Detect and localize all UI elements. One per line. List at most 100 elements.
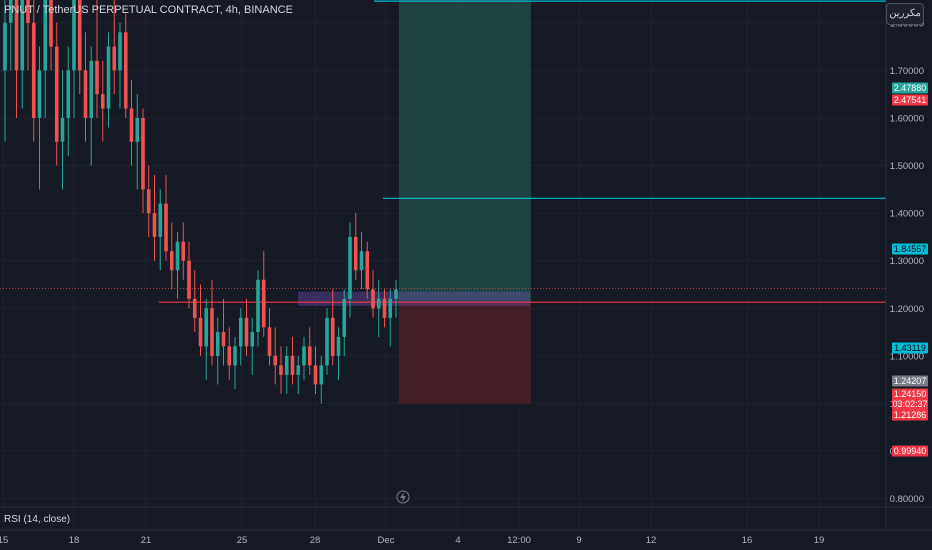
candle-body [302,346,306,366]
candle-body [152,213,157,237]
candle-body [261,279,266,328]
x-tick-label: 16 [742,535,753,546]
y-tick-label: 1.10000 [890,351,924,362]
candle-body [72,0,76,71]
candle-body [210,308,214,356]
candle-body [382,298,387,318]
price-label-bg [892,375,928,387]
price-label: 1.21286 [894,410,927,420]
candle-body [26,0,30,23]
candle-body [313,365,318,385]
y-tick-label: 1.40000 [890,209,924,220]
candle-body [238,317,243,347]
y-tick-label: 1.70000 [890,66,924,77]
indicator-label[interactable]: RSI (14, close) [4,514,71,525]
candle-body [175,241,180,271]
candle-body [365,251,370,290]
candle-body [129,108,134,142]
candle-body [244,317,249,347]
price-label-bg [892,388,928,400]
candle-body [31,22,36,118]
candle-body [273,355,278,366]
price-label: 1.43119 [894,343,926,353]
x-tick-label: Dec [378,535,395,546]
x-tick-label: 28 [310,535,321,546]
x-tick-label: 25 [237,535,248,546]
x-tick-label: 9 [576,535,581,546]
candle-body [336,336,341,356]
x-tick-label: 4 [455,535,460,546]
price-label-bg [892,398,928,410]
candle-body [267,327,272,356]
candle-body [37,70,42,118]
x-tick-label: 12 [646,535,657,546]
candle-body [60,117,65,142]
candle-body [158,203,163,237]
y-tick-label: 1.60000 [890,113,924,124]
x-tick-label: 19 [814,535,825,546]
candle-body [359,251,364,271]
loss-zone [399,302,531,404]
price-label: 2.47541 [894,95,927,105]
candle-body [371,289,375,309]
lightning-icon [396,490,410,504]
candle-body [250,332,255,347]
candle-body [118,32,122,71]
candle-body [204,308,209,347]
candle-body [20,0,25,71]
candle-body [348,236,352,299]
y-tick-label: 1.20000 [890,304,924,315]
candle-body [342,298,347,337]
candle-body [181,241,186,261]
x-tick-label: 18 [69,535,80,546]
price-label-bg [892,94,928,106]
candle-body [307,346,312,366]
candle-body [353,236,358,271]
candle-body [394,289,398,299]
candle-body [221,332,226,347]
candle-body [256,279,260,333]
candle-body [100,94,105,109]
price-label: 1.24150 [894,389,927,399]
candle-body [135,117,140,142]
price-label: 1.84557 [894,244,927,254]
price-label-bg [892,342,928,354]
lightning-icon-glyph [400,492,406,502]
candle-body [66,70,71,118]
x-tick-label: 12:00 [507,535,531,546]
price-label: 2.47880 [894,83,927,93]
chart-title: PNUT / TetherUS PERPETUAL CONTRACT, 4h, … [4,4,293,16]
candle-body [123,32,128,109]
candle-body [14,0,19,71]
candle-body [77,0,82,71]
candle-body [83,70,88,118]
price-label: 03:02:37 [892,399,927,409]
publish-button[interactable]: مكررين [886,3,924,25]
candle-body [43,0,48,71]
y-tick-label: 1.30000 [890,256,924,267]
candle-body [164,203,168,252]
x-tick-label: 15 [0,535,8,546]
candle-body [112,46,117,71]
candle-body [215,332,220,356]
candle-body [290,355,295,375]
candle-body [296,365,301,375]
y-tick-label: 1.50000 [890,161,924,172]
x-tick-label: 21 [141,535,152,546]
candle-body [8,0,13,23]
price-label-bg [892,82,928,94]
price-label: 0.99940 [894,446,927,456]
candle-body [192,298,197,318]
candle-body [325,317,329,366]
candle-body [233,346,237,366]
price-label-bg [892,243,928,255]
candle-body [3,22,7,71]
candle-body [279,365,283,375]
candle-body [319,365,324,385]
candle-body [187,260,191,299]
candle-body [146,189,151,214]
candle-body [141,117,145,190]
candle-body [227,346,232,366]
